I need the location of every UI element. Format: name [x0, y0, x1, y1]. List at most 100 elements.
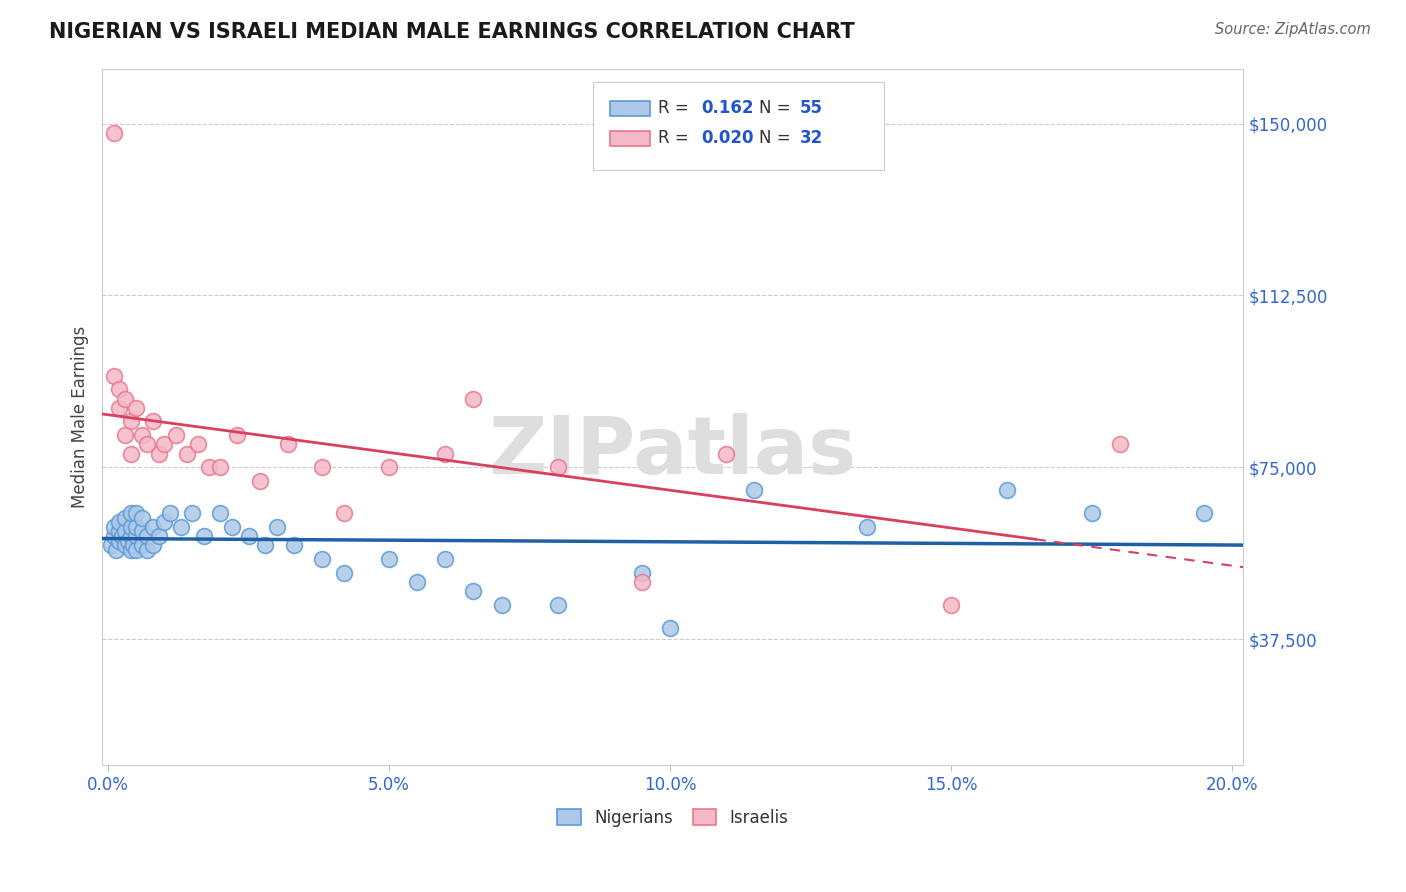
Point — [198, 460, 221, 475]
Point — [100, 538, 122, 552]
Point — [120, 506, 142, 520]
Text: 55: 55 — [800, 99, 823, 117]
Y-axis label: Median Male Earnings: Median Male Earnings — [72, 326, 89, 508]
Point — [131, 524, 153, 539]
Point — [547, 598, 569, 612]
Point — [125, 529, 148, 543]
Point — [103, 126, 125, 140]
Point — [142, 538, 165, 552]
Point — [1080, 506, 1102, 520]
Point — [1192, 506, 1215, 520]
Point — [114, 538, 136, 552]
Point — [120, 414, 142, 428]
Point — [122, 538, 145, 552]
Point — [103, 520, 125, 534]
Point — [266, 520, 288, 534]
Point — [105, 542, 128, 557]
Point — [108, 516, 131, 530]
Point — [311, 460, 333, 475]
Point — [117, 533, 139, 548]
Point — [378, 460, 401, 475]
Point — [159, 506, 181, 520]
Point — [108, 533, 131, 548]
Point — [114, 510, 136, 524]
Point — [226, 428, 249, 442]
Point — [165, 428, 187, 442]
Text: N =: N = — [759, 99, 796, 117]
Text: 32: 32 — [800, 129, 823, 147]
Point — [114, 428, 136, 442]
FancyBboxPatch shape — [593, 82, 884, 169]
Text: R =: R = — [658, 99, 695, 117]
Point — [111, 529, 134, 543]
Point — [114, 524, 136, 539]
Point — [120, 520, 142, 534]
Point — [941, 598, 963, 612]
Point — [1108, 437, 1130, 451]
Point — [333, 506, 356, 520]
Point — [997, 483, 1019, 498]
Text: N =: N = — [759, 129, 796, 147]
Text: Source: ZipAtlas.com: Source: ZipAtlas.com — [1215, 22, 1371, 37]
Point — [148, 446, 170, 460]
Point — [108, 401, 131, 415]
Text: 0.162: 0.162 — [702, 99, 754, 117]
Point — [131, 428, 153, 442]
Point — [378, 552, 401, 566]
Point — [125, 401, 148, 415]
Point — [153, 437, 176, 451]
FancyBboxPatch shape — [610, 130, 651, 146]
Point — [120, 446, 142, 460]
Point — [170, 520, 193, 534]
Point — [221, 520, 243, 534]
Text: 0.020: 0.020 — [702, 129, 754, 147]
Point — [136, 542, 159, 557]
Point — [136, 437, 159, 451]
Point — [108, 524, 131, 539]
Point — [659, 621, 682, 635]
Text: NIGERIAN VS ISRAELI MEDIAN MALE EARNINGS CORRELATION CHART: NIGERIAN VS ISRAELI MEDIAN MALE EARNINGS… — [49, 22, 855, 42]
Text: ZIPatlas: ZIPatlas — [489, 413, 858, 491]
FancyBboxPatch shape — [610, 101, 651, 116]
Point — [283, 538, 305, 552]
Point — [434, 446, 457, 460]
Point — [238, 529, 260, 543]
Point — [744, 483, 766, 498]
Point — [142, 520, 165, 534]
Point — [120, 529, 142, 543]
Point — [277, 437, 299, 451]
Point — [856, 520, 879, 534]
Point — [148, 529, 170, 543]
Point — [114, 392, 136, 406]
Point — [254, 538, 277, 552]
Text: R =: R = — [658, 129, 695, 147]
Point — [136, 529, 159, 543]
Point — [108, 382, 131, 396]
Point — [463, 584, 485, 599]
Point — [181, 506, 204, 520]
Point — [187, 437, 209, 451]
Point — [125, 506, 148, 520]
Point — [103, 368, 125, 383]
Point — [311, 552, 333, 566]
Point — [406, 574, 429, 589]
Point — [491, 598, 513, 612]
Point — [120, 542, 142, 557]
Point — [103, 529, 125, 543]
Point — [631, 574, 654, 589]
Point — [333, 566, 356, 580]
Point — [547, 460, 569, 475]
Point — [463, 392, 485, 406]
Point — [249, 474, 271, 488]
Point — [434, 552, 457, 566]
Point — [125, 520, 148, 534]
Point — [631, 566, 654, 580]
Point — [142, 414, 165, 428]
Point — [131, 538, 153, 552]
Point — [176, 446, 198, 460]
Point — [209, 460, 232, 475]
Point — [153, 516, 176, 530]
Point — [716, 446, 738, 460]
Legend: Nigerians, Israelis: Nigerians, Israelis — [551, 802, 796, 833]
Point — [125, 542, 148, 557]
